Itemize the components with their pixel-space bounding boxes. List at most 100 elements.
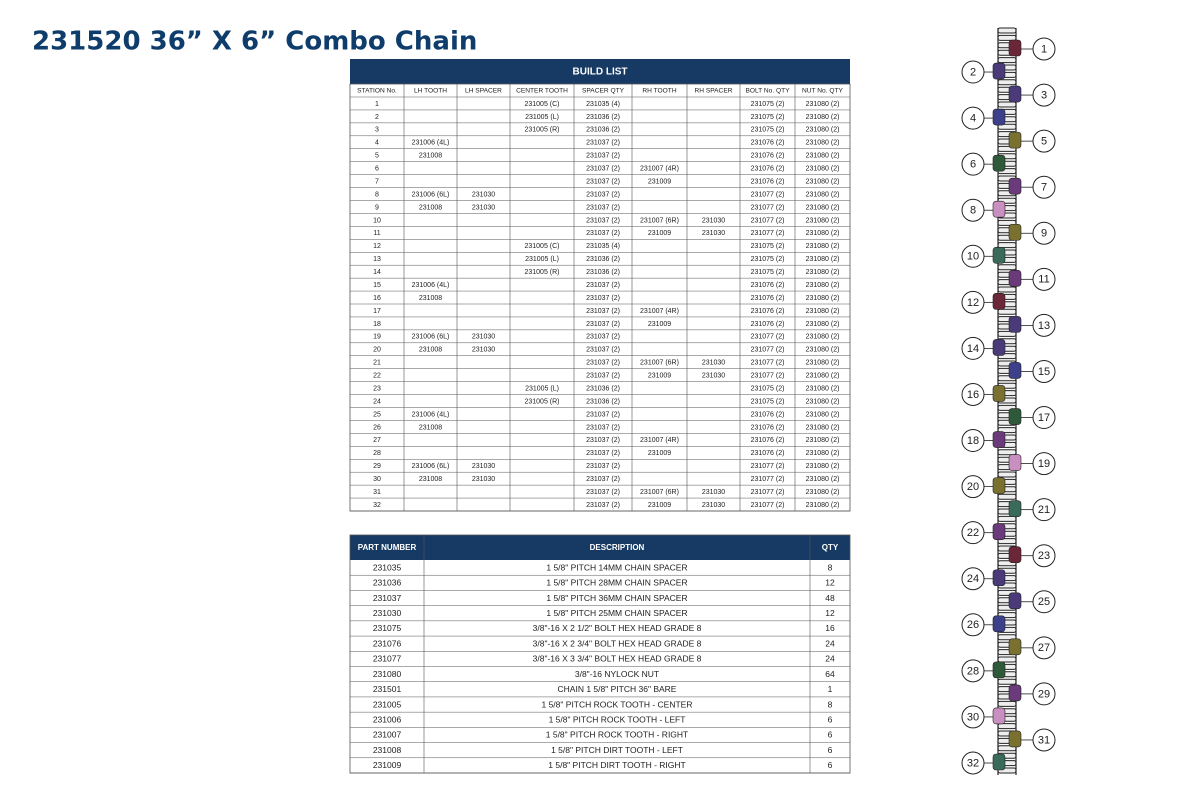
table-cell: 231080 (2) bbox=[806, 140, 840, 147]
parts-cell: 24 bbox=[825, 638, 835, 648]
table-cell: 231005 (L) bbox=[525, 256, 559, 263]
callout-circle bbox=[961, 336, 985, 360]
tooth bbox=[992, 246, 1006, 264]
chain-link bbox=[997, 242, 1017, 249]
table-cell: 231080 (2) bbox=[806, 204, 840, 211]
chain-link bbox=[997, 57, 1017, 64]
table-cell: 231080 (2) bbox=[806, 101, 840, 108]
tooth bbox=[992, 431, 1006, 448]
parts-cell: 1 5/8" PITCH DIRT TOOTH - RIGHT bbox=[548, 760, 685, 770]
tooth bbox=[1008, 638, 1022, 656]
table-cell: 231076 (2) bbox=[751, 411, 785, 418]
table-cell: 1 bbox=[375, 101, 379, 108]
parts-cell: 231035 bbox=[373, 562, 402, 572]
table-cell: 231076 (2) bbox=[751, 308, 785, 315]
parts-cell: 64 bbox=[825, 669, 835, 679]
table-cell: 231037 (2) bbox=[586, 308, 620, 315]
table-cell: 231080 (2) bbox=[806, 476, 840, 483]
table-cell: 231005 (L) bbox=[525, 385, 559, 392]
table-cell: 231036 (2) bbox=[586, 256, 620, 263]
table-cell: 5 bbox=[375, 153, 379, 160]
callout-label: 21 bbox=[1038, 504, 1050, 516]
table-cell: 231080 (2) bbox=[806, 178, 840, 185]
tooth bbox=[992, 154, 1006, 172]
tooth bbox=[992, 108, 1006, 126]
table-cell: 231036 (2) bbox=[586, 385, 620, 392]
table-cell: 231080 (2) bbox=[806, 398, 840, 405]
table-cell: 231076 (2) bbox=[751, 153, 785, 160]
table-cell: 231037 (2) bbox=[586, 204, 620, 211]
table-cell: 231037 (2) bbox=[586, 334, 620, 341]
table-cell: 231075 (2) bbox=[751, 256, 785, 263]
parts-cell: 1 5/8" PITCH ROCK TOOTH - LEFT bbox=[549, 715, 686, 725]
tooth bbox=[992, 569, 1006, 587]
table-cell: 31 bbox=[373, 489, 381, 496]
callout-label: 31 bbox=[1038, 734, 1050, 746]
table-cell: 231080 (2) bbox=[806, 450, 840, 457]
tooth bbox=[1008, 730, 1022, 748]
parts-cell: 8 bbox=[828, 699, 833, 709]
table-cell: 231035 (4) bbox=[586, 101, 620, 108]
table-cell: 15 bbox=[373, 282, 381, 289]
chain-link bbox=[997, 286, 1017, 293]
table-cell: 231036 (2) bbox=[586, 269, 620, 276]
table-cell: 13 bbox=[373, 256, 381, 263]
table-cell: 231076 (2) bbox=[751, 282, 785, 289]
callout-label: 22 bbox=[967, 527, 979, 539]
callout-circle bbox=[1032, 359, 1056, 383]
parts-cell: 16 bbox=[825, 623, 835, 633]
table-cell: 231006 (4L) bbox=[412, 282, 450, 289]
parts-cell: 12 bbox=[825, 578, 835, 588]
parts-cell: 1 bbox=[828, 684, 833, 694]
callout-circle bbox=[961, 751, 985, 775]
tooth bbox=[1008, 684, 1022, 702]
callout-label: 17 bbox=[1038, 412, 1050, 424]
table-cell: 231075 (2) bbox=[751, 114, 785, 121]
chain-link bbox=[997, 678, 1017, 685]
table-cell: 231037 (2) bbox=[586, 373, 620, 380]
callout-circle bbox=[961, 152, 985, 176]
table-cell: 231030 bbox=[702, 230, 725, 237]
table-cell: 28 bbox=[373, 450, 381, 457]
table-cell: 231005 (L) bbox=[525, 114, 559, 121]
table-cell: 231030 bbox=[472, 334, 495, 341]
callout-label: 3 bbox=[1041, 89, 1047, 101]
parts-cell: 3/8"-16 X 2 1/2" BOLT HEX HEAD GRADE 8 bbox=[533, 623, 702, 633]
table-cell: 231037 (2) bbox=[586, 140, 620, 147]
callout-circle bbox=[1032, 544, 1056, 568]
parts-column-header: DESCRIPTION bbox=[590, 543, 645, 552]
table-cell: 231037 (2) bbox=[586, 191, 620, 198]
table-cell: 231077 (2) bbox=[751, 502, 785, 509]
table-cell: 231030 bbox=[702, 502, 725, 509]
table-cell: 231080 (2) bbox=[806, 334, 840, 341]
table-cell: 231080 (2) bbox=[806, 373, 840, 380]
table-cell: 231007 (4R) bbox=[640, 308, 679, 315]
callout-circle bbox=[961, 567, 985, 591]
tooth bbox=[992, 523, 1006, 540]
table-cell: 231030 bbox=[472, 347, 495, 354]
table-cell: 231009 bbox=[648, 321, 671, 328]
tooth bbox=[1008, 177, 1022, 195]
callout-label: 30 bbox=[967, 711, 979, 723]
chain-link bbox=[997, 34, 1017, 41]
table-cell: 231008 bbox=[419, 295, 442, 302]
parts-cell: 6 bbox=[828, 745, 833, 755]
parts-cell: 6 bbox=[828, 715, 833, 725]
table-cell: 30 bbox=[373, 476, 381, 483]
table-header bbox=[350, 59, 850, 84]
parts-cell: 6 bbox=[828, 760, 833, 770]
table-cell: 231075 (2) bbox=[751, 101, 785, 108]
table-cell: 22 bbox=[373, 373, 381, 380]
table-cell: 231005 (R) bbox=[524, 269, 559, 276]
table-cell: 231005 (R) bbox=[524, 127, 559, 134]
parts-cell: 231501 bbox=[373, 684, 402, 694]
callout-circle bbox=[961, 106, 985, 130]
parts-cell: 1 5/8" PITCH 36MM CHAIN SPACER bbox=[546, 593, 687, 603]
table-cell: 231080 (2) bbox=[806, 489, 840, 496]
table-cell: 231007 (6R) bbox=[640, 217, 679, 224]
callout-circle bbox=[961, 475, 985, 499]
table-cell: 231009 bbox=[648, 502, 671, 509]
tooth bbox=[992, 477, 1006, 494]
table-cell: 231077 (2) bbox=[751, 360, 785, 367]
parts-cell: 6 bbox=[828, 730, 833, 740]
